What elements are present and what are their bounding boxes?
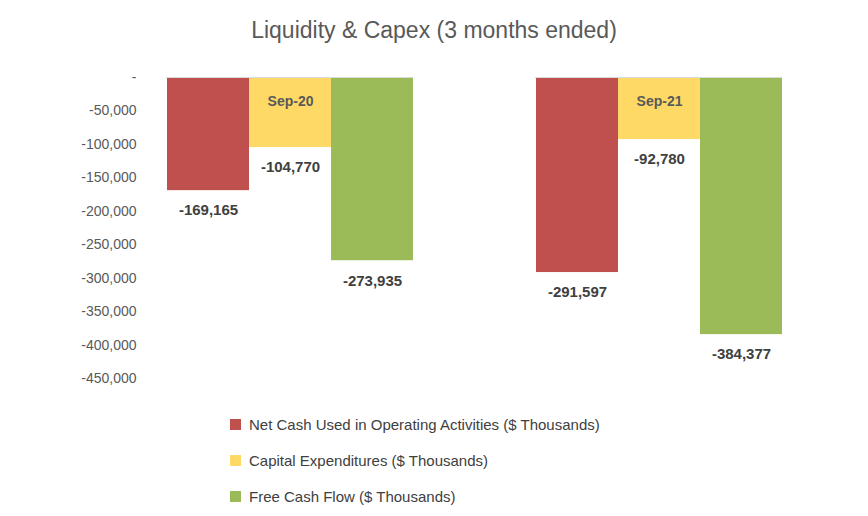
- svg-text:-273,935: -273,935: [343, 272, 402, 289]
- svg-text:Sep-21: Sep-21: [637, 93, 683, 109]
- svg-text:-400,000: -400,000: [81, 337, 136, 353]
- svg-text:-92,780: -92,780: [634, 150, 685, 167]
- svg-text:-250,000: -250,000: [81, 236, 136, 252]
- svg-text:-450,000: -450,000: [81, 370, 136, 386]
- html-text:Net Cash Used in Operating Act: Net Cash Used in Operating Activities ($…: [249, 415, 600, 433]
- svg-text:Sep-20: Sep-20: [268, 93, 314, 109]
- svg-text:-150,000: -150,000: [81, 169, 136, 185]
- svg-text:-384,377: -384,377: [712, 345, 771, 362]
- html-text:Liquidity & Capex (3 months en: Liquidity & Capex (3 months ended): [251, 17, 617, 43]
- svg-text:-104,770: -104,770: [261, 158, 320, 175]
- svg-text:-350,000: -350,000: [81, 303, 136, 319]
- svg-text:-200,000: -200,000: [81, 203, 136, 219]
- svg-text:-100,000: -100,000: [81, 136, 136, 152]
- html-text:Free Cash Flow ($ Thousands): Free Cash Flow ($ Thousands): [249, 487, 456, 505]
- svg-text:-50,000: -50,000: [89, 102, 137, 118]
- svg-text:-: -: [132, 69, 137, 85]
- svg-text:-169,165: -169,165: [179, 201, 238, 218]
- svg-text:-291,597: -291,597: [548, 283, 607, 300]
- html-text:Capital Expenditures ($ Thousa: Capital Expenditures ($ Thousands): [249, 451, 488, 469]
- svg-text:-300,000: -300,000: [81, 270, 136, 286]
